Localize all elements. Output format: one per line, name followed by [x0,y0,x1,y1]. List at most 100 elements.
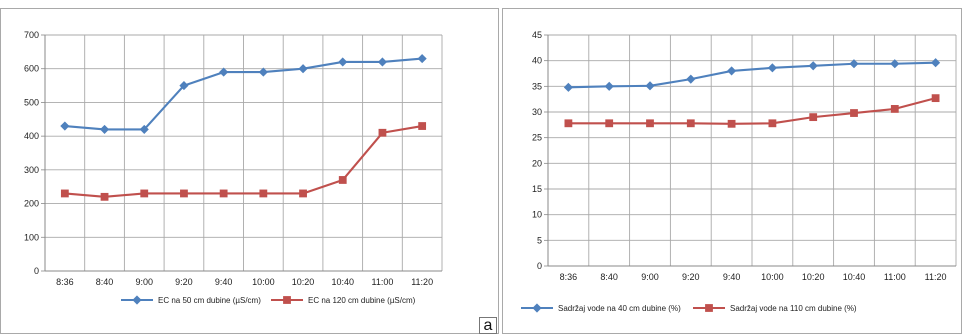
chart-0-series-0-point [139,124,149,134]
chart-0-series-0-point [417,54,427,64]
chart-0-legend-series-0-label: EC na 50 cm dubine (µS/cm) [158,296,261,305]
chart-0-series-1-point [140,189,149,198]
chart-1-series-1-point [890,105,899,113]
chart-1-y-tick-label: 5 [537,235,542,245]
chart-1-x-tick-label: 9:40 [723,272,741,282]
chart-1-x-tick-label: 9:00 [641,272,659,282]
chart-0-x-tick-label: 9:20 [175,277,193,287]
chart-0-y-tick-label: 100 [24,232,39,242]
chart-1-series-0-point [808,61,818,71]
chart-0-y-tick-label: 500 [24,97,39,107]
chart-1-x-tick-label: 10:00 [761,272,784,282]
chart-0-legend-series-0-marker [132,295,142,305]
chart-0-series-1-point [60,189,69,198]
chart-0-series-1-point [418,122,427,130]
chart-1-series-1-point [686,119,695,128]
chart-0-x-tick-label: 9:40 [215,277,233,287]
chart-1-legend-series-0-marker [532,303,542,313]
chart-0-legend: EC na 50 cm dubine (µS/cm) EC na 120 cm d… [121,295,416,305]
chart-1-series-0-point [727,66,737,76]
chart-0-x-tick-label: 9:00 [135,277,153,287]
chart-0-series-0-point [219,67,229,77]
chart-0-series-1-line [63,124,424,198]
chart-1-y-tick-label: 20 [532,158,542,168]
chart-1-y-tick-label: 0 [537,261,542,271]
chart-0-series-1-point [259,189,268,198]
chart-0-series-1-point [338,176,347,184]
chart-1-series-1-point [850,109,858,117]
chart-1-x-tick-label: 9:20 [682,272,700,282]
chart-1-y-tick-label: 10 [532,210,542,220]
water-content-line-chart: 0 5 10 15 20 25 30 35 40 45 8:36 8:40 9:00 9:20 9:40 10… [521,30,957,313]
chart-0-series-0-point [338,57,348,67]
chart-0-series-0-line [63,57,424,131]
chart-1-series-0-point [604,81,614,91]
chart-1-series-1 [564,94,940,128]
chart-1-plot-area: 0 5 10 15 20 25 30 35 40 45 8:36 8:40 9:00 9:20 9:40 10… [532,30,957,282]
chart-1-x-tick-label: 8:40 [600,272,618,282]
chart-0-x-tick-label: 8:40 [96,277,114,287]
chart-0-x-tick-label: 8:36 [56,277,74,287]
chart-0-series-1-point [378,128,387,137]
chart-1-series-0-point [931,58,941,68]
water-content-chart-panel: 0 5 10 15 20 25 30 35 40 45 8:36 8:40 9:00 9:20 9:40 10… [502,8,962,334]
chart-0-plot-area: 0 100 200 300 400 500 600 700 8:36 8:40 9:00 9:20 9:… [24,30,443,287]
ec-line-chart: 0 100 200 300 400 500 600 700 8:36 8:40 9:00 9:20 9:… [24,30,443,305]
chart-0-x-tick-label: 10:40 [331,277,354,287]
chart-0-series-0-point [60,121,70,131]
chart-0-series-1-point [180,189,188,198]
chart-0-series-1-point [299,189,307,198]
ec-chart-panel: 0 100 200 300 400 500 600 700 8:36 8:40 9:00 9:20 9:… [0,8,499,334]
chart-0-series-0-point [99,124,110,134]
panel-letter-label: a [479,317,497,334]
chart-1-x-tick-label: 11:20 [925,272,947,282]
chart-1-y-tick-label: 30 [532,107,542,117]
chart-0-y-tick-label: 400 [24,131,39,141]
chart-0-series-0-point [179,81,189,91]
chart-0-series-1-point [100,192,109,201]
chart-0-x-tick-label: 11:20 [411,277,433,287]
chart-0-series-0-point [298,64,308,74]
chart-0-legend-series-1-label: EC na 120 cm dubine (µS/cm) [308,296,416,305]
chart-1-y-tick-label: 15 [532,184,542,194]
chart-1-x-tick-label: 10:40 [843,272,866,282]
chart-1-y-tick-label: 25 [532,133,542,143]
chart-0-y-tick-label: 600 [24,64,39,74]
chart-1-series-0-point [767,63,777,73]
chart-0-series-1 [60,122,427,201]
chart-1-legend: Sadržaj vode na 40 cm dubine (%) Sadržaj … [521,303,857,313]
chart-1-y-tick-label: 45 [532,30,542,40]
chart-0-x-tick-label: 10:00 [252,277,275,287]
chart-1-series-0-point [563,82,573,92]
chart-1-series-1-point [727,119,736,128]
chart-1-series-0-point [849,59,859,69]
chart-1-series-0-point [686,74,696,84]
chart-1-series-1-point [646,119,654,128]
chart-1-series-0-line [567,61,937,89]
chart-1-series-1-point [931,94,940,103]
chart-0-y-tick-label: 300 [24,165,39,175]
chart-0-y-tick-label: 200 [24,199,39,209]
chart-1-x-tick-label: 10:20 [802,272,825,282]
chart-1-series-1-point [605,119,614,128]
chart-0-series-0 [60,54,427,134]
chart-1-series-0 [563,58,941,92]
chart-0-x-tick-label: 10:20 [292,277,315,287]
chart-1-y-tick-label: 40 [532,56,542,66]
chart-1-series-1-point [809,113,818,122]
chart-1-series-0-point [890,59,900,69]
chart-0-y-tick-label: 0 [34,266,39,276]
chart-1-legend-series-1-label: Sadržaj vode na 110 cm dubine (%) [730,304,857,313]
chart-1-series-1-point [564,119,573,128]
chart-0-series-0-point [377,57,388,67]
chart-1-series-0-point [645,81,655,91]
chart-1-x-tick-label: 8:36 [560,272,578,282]
chart-1-legend-series-0-label: Sadržaj vode na 40 cm dubine (%) [558,304,681,313]
chart-0-series-0-point [258,67,268,77]
chart-1-x-tick-label: 11:00 [884,272,906,282]
chart-0-legend-series-1-marker [283,296,291,304]
chart-1-series-1-point [768,119,777,128]
chart-0-x-tick-label: 11:00 [372,277,394,287]
chart-1-legend-series-1-marker [705,304,713,312]
